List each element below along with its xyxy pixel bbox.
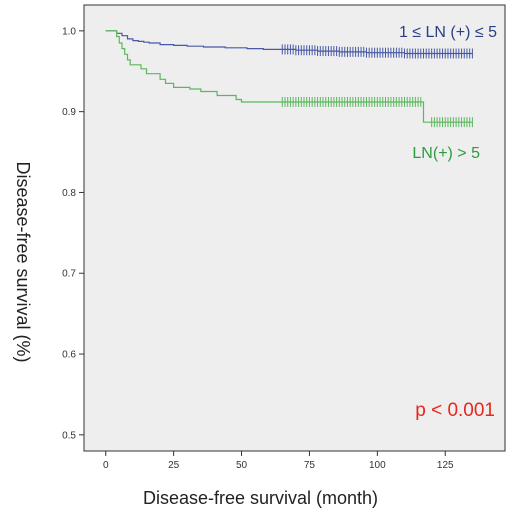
survival-curve-2 (105, 30, 473, 123)
y-tick-label: 0.8 (62, 188, 76, 199)
y-tick-label: 0.7 (62, 269, 76, 280)
y-axis-label: Disease-free survival (%) (13, 161, 33, 363)
x-tick-label: 0 (103, 460, 109, 471)
x-tick-label: 50 (236, 460, 248, 471)
plot-area (83, 4, 506, 452)
x-tick-label: 75 (304, 460, 316, 471)
x-axis: 0 25 50 75 100 125 (103, 451, 454, 471)
y-tick-label: 1.0 (62, 26, 76, 37)
p-value-annotation: p < 0.001 (415, 400, 495, 421)
x-axis-label: Disease-free survival (month) (142, 488, 379, 508)
x-tick-label: 100 (369, 460, 386, 471)
series-label-1-5: 1 ≤ LN (+) ≤ 5 (399, 24, 497, 41)
x-tick-label: 125 (437, 460, 454, 471)
y-tick-label: 0.9 (62, 107, 76, 118)
y-axis: 0.5 0.6 0.7 0.8 0.9 1.0 (62, 26, 84, 441)
survival-curves (105, 30, 473, 128)
y-tick-label: 0.6 (62, 350, 76, 361)
y-tick-label: 0.5 (62, 430, 76, 441)
x-tick-label: 25 (168, 460, 180, 471)
series-label-gt5: LN(+) > 5 (412, 145, 480, 162)
